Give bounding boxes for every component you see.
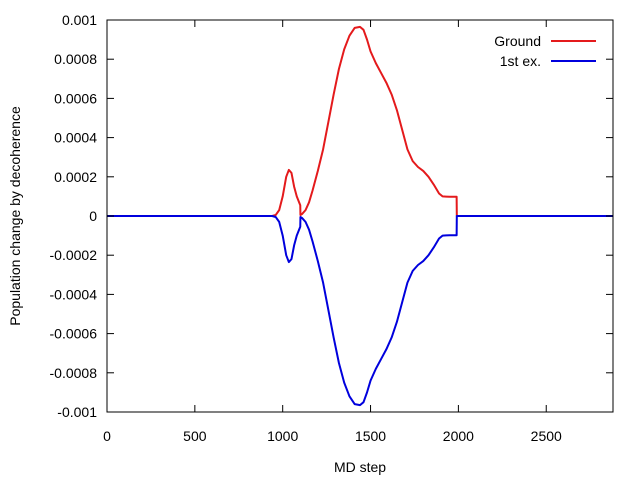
y-tick-label: 0.0008 bbox=[54, 51, 97, 67]
y-tick-label: -0.0008 bbox=[50, 365, 98, 381]
series-line-first-excited bbox=[107, 215, 613, 407]
x-tick-label: 2000 bbox=[443, 428, 474, 444]
y-tick-label: 0.0006 bbox=[54, 90, 97, 106]
x-tick-label: 2500 bbox=[531, 428, 562, 444]
series-line-ground bbox=[107, 25, 613, 217]
y-axis-label: Population change by decoherence bbox=[7, 106, 23, 326]
y-tick-label: -0.001 bbox=[57, 404, 97, 420]
ticks-layer: 0 500 1000 1500 2000 2500 0.001 0.0008 0.0006 0.0… bbox=[50, 12, 613, 444]
y-tick-label: 0.0002 bbox=[54, 169, 97, 185]
y-tick-label: -0.0004 bbox=[50, 286, 98, 302]
x-tick-label: 500 bbox=[183, 428, 207, 444]
y-tick-label: 0.0004 bbox=[54, 130, 97, 146]
legend: Ground 1st ex. bbox=[494, 33, 596, 69]
x-tick-label: 1500 bbox=[355, 428, 386, 444]
legend-label: Ground bbox=[494, 33, 541, 49]
y-tick-label: -0.0006 bbox=[50, 326, 98, 342]
y-tick-label: 0.001 bbox=[62, 12, 97, 28]
x-axis-label: MD step bbox=[334, 459, 386, 475]
y-tick-label: 0 bbox=[89, 208, 97, 224]
legend-label: 1st ex. bbox=[500, 53, 541, 69]
x-tick-label: 0 bbox=[103, 428, 111, 444]
x-tick-label: 1000 bbox=[267, 428, 298, 444]
y-tick-label: -0.0002 bbox=[50, 247, 98, 263]
series-layer bbox=[107, 25, 613, 407]
